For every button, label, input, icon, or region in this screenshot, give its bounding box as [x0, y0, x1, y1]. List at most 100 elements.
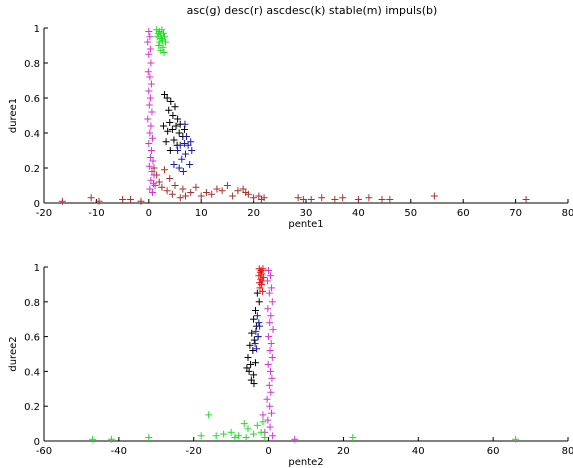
data-point-b: [187, 138, 195, 146]
data-point-m: [264, 416, 272, 424]
data-point-b: [181, 120, 189, 128]
data-point-brown: [202, 189, 210, 196]
y-tick-label: 0.6: [24, 94, 40, 105]
data-point-k: [243, 364, 251, 372]
y-tick-label: 1: [34, 24, 40, 35]
data-point-g: [197, 432, 205, 440]
data-point-g: [253, 421, 261, 429]
data-point-g: [107, 435, 115, 443]
data-point-k: [253, 289, 261, 297]
x-tick-label: 50: [404, 208, 417, 219]
data-point-g: [250, 430, 258, 438]
data-point-g: [259, 418, 267, 426]
y-tick-label: 0.2: [24, 402, 40, 413]
data-point-k: [180, 126, 188, 133]
data-point-brown: [187, 189, 195, 196]
data-point-g: [159, 29, 167, 37]
data-point-m: [263, 395, 271, 403]
data-point-brown: [260, 194, 268, 202]
y-tick-label: 0.8: [24, 59, 40, 70]
data-point-brown: [299, 196, 307, 203]
data-point-brown: [150, 164, 158, 172]
data-point-g: [235, 432, 243, 440]
data-point-brown: [153, 171, 161, 179]
x-tick-label: 40: [352, 208, 365, 219]
data-point-m: [146, 94, 154, 102]
data-point-k: [167, 98, 175, 105]
data-point-r: [259, 287, 267, 295]
data-point-g: [212, 432, 220, 440]
data-point-g: [512, 435, 520, 443]
data-point-brown: [250, 194, 258, 202]
data-point-k: [165, 106, 173, 114]
data-point-brown: [95, 197, 103, 205]
x-tick-label: -60: [36, 446, 52, 457]
scatter-plot-bottom: -60 -40 -20 0 20 40 60 80 0 0.2 0.4 0.6 0.8 1 pente2 du…: [8, 263, 573, 468]
data-point-m: [145, 140, 153, 147]
data-point-brown: [354, 196, 362, 203]
data-point-g: [240, 420, 248, 428]
data-point-m: [265, 266, 273, 274]
data-point-m: [145, 162, 153, 170]
data-point-g: [89, 435, 97, 443]
data-point-m: [266, 402, 274, 410]
data-point-m: [266, 319, 274, 327]
data-point-b: [253, 312, 261, 320]
chart-title: asc(g) desc(r) ascdesc(k) stable(m) impu…: [187, 4, 438, 17]
data-point-brown: [234, 187, 242, 195]
data-point-brown: [386, 196, 394, 203]
data-point-brown: [331, 196, 339, 203]
data-point-brown: [218, 187, 226, 195]
x-axis-label: pente2: [288, 457, 323, 468]
data-point-m: [268, 298, 276, 306]
data-point-g: [153, 33, 161, 41]
x-tick-label: -20: [186, 446, 202, 457]
y-axis-label: duree1: [8, 98, 19, 133]
data-point-brown: [119, 196, 127, 203]
data-point-m: [266, 423, 274, 431]
data-point-m: [268, 284, 276, 292]
data-point-b: [254, 333, 262, 341]
data-point-g: [349, 434, 357, 442]
data-point-m: [265, 289, 273, 297]
y-tick-label: 0.2: [24, 164, 40, 175]
data-point-b: [178, 155, 186, 163]
data-point-b: [253, 345, 261, 353]
data-point-m: [145, 50, 153, 58]
data-point-r: [256, 268, 264, 276]
data-point-b: [181, 150, 189, 158]
data-point-m: [263, 277, 271, 285]
data-point-brown: [223, 182, 231, 189]
data-point-brown: [166, 175, 174, 182]
data-point-m: [259, 411, 267, 419]
data-point-brown: [318, 194, 326, 202]
data-point-m: [264, 305, 272, 313]
data-point-m: [149, 157, 157, 165]
data-point-brown: [163, 187, 171, 195]
data-point-m: [145, 28, 153, 35]
data-point-m: [147, 122, 155, 130]
data-point-b: [252, 327, 260, 335]
data-point-g: [220, 430, 228, 438]
data-point-m: [144, 68, 152, 76]
data-point-brown: [179, 185, 187, 193]
data-point-b: [170, 161, 178, 168]
data-point-k: [169, 112, 177, 119]
data-point-brown: [87, 194, 95, 202]
data-point-m: [148, 189, 156, 196]
data-point-k: [164, 127, 172, 135]
data-point-m: [266, 347, 274, 355]
data-point-g: [205, 411, 213, 419]
data-point-brown: [137, 197, 145, 205]
data-point-m: [151, 182, 159, 189]
data-point-m: [267, 388, 275, 396]
data-point-m: [267, 340, 275, 348]
data-point-m: [269, 326, 277, 334]
data-point-brown: [155, 178, 163, 186]
data-point-m: [268, 409, 276, 417]
series-m: [144, 28, 159, 196]
data-point-m: [145, 101, 153, 109]
data-point-brown: [244, 190, 252, 198]
data-point-m: [265, 333, 273, 341]
x-tick-label: 60: [457, 208, 470, 219]
